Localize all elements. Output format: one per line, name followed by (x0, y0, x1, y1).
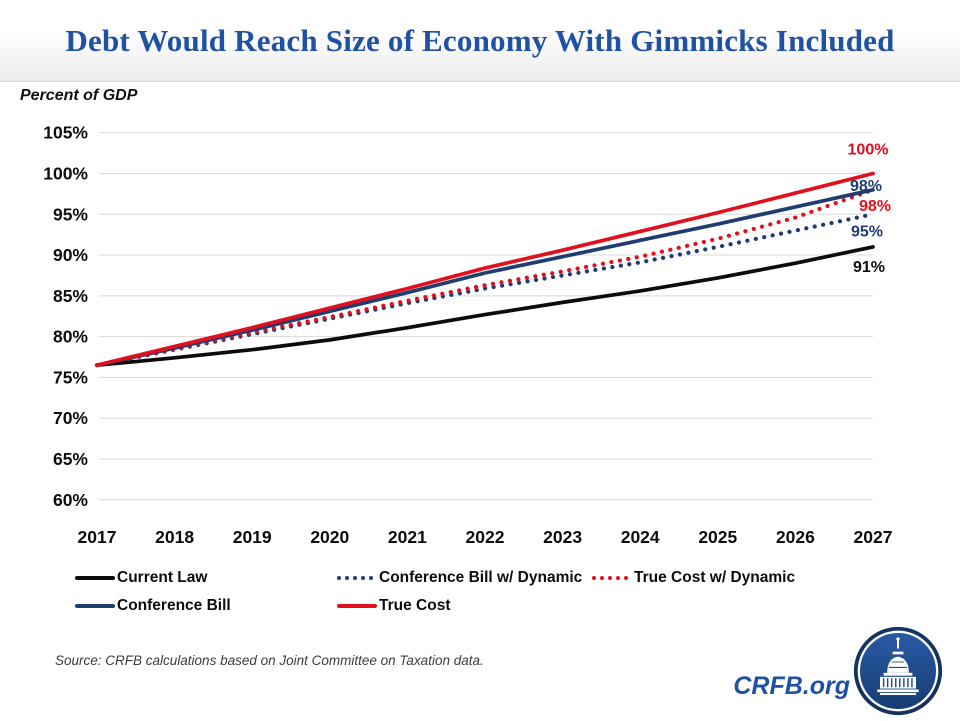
y-tick-105: 105% (43, 123, 88, 143)
source-note: Source: CRFB calculations based on Joint… (55, 653, 484, 668)
capitol-icon (853, 626, 943, 716)
page-title: Debt Would Reach Size of Economy With Gi… (65, 22, 895, 58)
line-conference-bill (95, 187, 875, 368)
legend-solid-line-icon (75, 604, 117, 608)
x-tick-2025: 2025 (698, 527, 737, 547)
x-tick-2020: 2020 (310, 527, 349, 547)
line-true-cost (95, 171, 875, 368)
x-tick-2021: 2021 (388, 527, 427, 547)
legend-dotted-line-icon (592, 576, 634, 580)
legend-dotted-line-icon (337, 576, 379, 580)
x-tick-2024: 2024 (621, 527, 660, 547)
legend-item-true-cost-w-dynamic: True Cost w/ Dynamic (592, 568, 795, 588)
y-tick-95: 95% (53, 204, 88, 224)
brand-text: CRFB.org (733, 672, 850, 700)
legend-label: True Cost w/ Dynamic (634, 569, 796, 586)
title-band: Debt Would Reach Size of Economy With Gi… (0, 0, 960, 82)
legend-item-true-cost: True Cost (337, 596, 450, 616)
legend-label: Conference Bill w/ Dynamic (379, 569, 583, 586)
end-label-true-cost-w-dynamic: 98% (859, 198, 891, 215)
legend-label: Current Law (117, 569, 208, 586)
x-tick-2027: 2027 (854, 527, 893, 547)
x-tick-2018: 2018 (155, 527, 194, 547)
y-tick-90: 90% (53, 245, 88, 265)
x-tick-2026: 2026 (776, 527, 815, 547)
y-tick-80: 80% (53, 327, 88, 347)
y-axis-unit-label: Percent of GDP (20, 87, 138, 104)
y-tick-85: 85% (53, 286, 88, 306)
line-current-law (95, 245, 875, 368)
y-tick-60: 60% (53, 490, 88, 510)
legend-solid-line-icon (75, 576, 117, 580)
debt-line-chart: 60% 65% 70% 75% 80% 85% 90% 95% 100% 105% 2017 2018… (43, 123, 893, 547)
end-label-current-law: 91% (853, 259, 885, 276)
line-conference-bill-w-dynamic (94, 212, 876, 368)
end-label-conference-bill-w-dynamic: 95% (851, 223, 883, 240)
legend-solid-line-icon (337, 604, 379, 608)
y-tick-70: 70% (53, 408, 88, 428)
y-tick-65: 65% (53, 449, 88, 469)
y-tick-100: 100% (43, 163, 88, 183)
end-label-conference-bill: 98% (850, 178, 882, 195)
y-tick-75: 75% (53, 367, 88, 387)
x-tick-2022: 2022 (466, 527, 505, 547)
legend-item-current-law: Current Law (75, 568, 207, 588)
crfb-logo (853, 626, 943, 716)
line-true-cost-w-dynamic (94, 187, 876, 368)
legend-label: Conference Bill (117, 597, 231, 614)
legend-item-conference-bill-w-dynamic: Conference Bill w/ Dynamic (337, 568, 582, 588)
x-tick-2019: 2019 (233, 527, 272, 547)
end-label-true-cost: 100% (848, 141, 889, 158)
chart-legend: Current Law Conference Bill w/ Dynamic Tru… (0, 563, 960, 619)
legend-item-conference-bill: Conference Bill (75, 596, 231, 616)
legend-label: True Cost (379, 597, 451, 614)
x-tick-2023: 2023 (543, 527, 582, 547)
x-tick-2017: 2017 (78, 527, 117, 547)
